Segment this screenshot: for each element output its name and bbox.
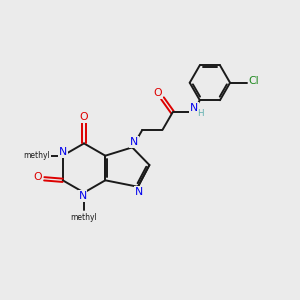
Text: methyl: methyl xyxy=(24,151,50,160)
Text: O: O xyxy=(33,172,42,182)
Text: N: N xyxy=(78,191,87,201)
Text: N: N xyxy=(135,187,144,197)
Text: N: N xyxy=(190,103,198,112)
Text: H: H xyxy=(197,110,204,118)
Text: methyl: methyl xyxy=(70,213,98,222)
Text: O: O xyxy=(154,88,162,98)
Text: N: N xyxy=(130,137,138,147)
Text: Cl: Cl xyxy=(249,76,260,86)
Text: N: N xyxy=(58,147,67,157)
Text: O: O xyxy=(80,112,88,122)
